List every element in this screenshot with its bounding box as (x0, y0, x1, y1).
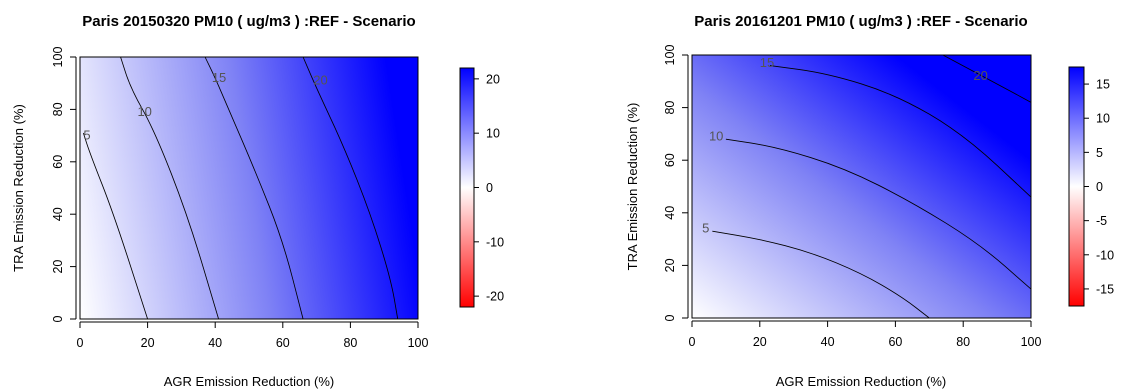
x-tick-label: 20 (141, 336, 155, 350)
x-axis-label: AGR Emission Reduction (%) (164, 374, 335, 389)
colorbar-scale (459, 67, 475, 308)
y-tick-label: 0 (51, 315, 65, 322)
contour-label-15: 15 (760, 55, 774, 70)
contour-line-10 (120, 56, 219, 320)
heatmap-field (80, 57, 418, 319)
contour-line-5 (82, 132, 149, 320)
colorbar: 15 10 5 0 -5 -10 -15 (1068, 66, 1114, 307)
colorbar-tick-label: 0 (1096, 180, 1103, 194)
x-tick-label: 40 (208, 336, 222, 350)
x-tick-label: 60 (276, 336, 290, 350)
colorbar-tick-label: -5 (1096, 214, 1107, 228)
x-tick-label: 100 (408, 336, 429, 350)
y-tick-label: 100 (663, 45, 677, 66)
y-tick-label: 20 (663, 258, 677, 272)
contour-label-15: 15 (212, 70, 226, 85)
y-tick-label: 80 (663, 101, 677, 115)
contour-line-15 (769, 65, 1032, 198)
contour-label-20: 20 (313, 73, 327, 88)
contour-line-20 (942, 54, 1032, 103)
colorbar-tick-label: 20 (486, 72, 500, 86)
x-axis: 0 20 40 60 80 100 (77, 321, 429, 350)
y-axis: 0 20 40 60 80 100 (51, 47, 77, 322)
colorbar-tick-label: 10 (1096, 112, 1110, 126)
y-tick-label: 100 (51, 47, 65, 68)
colorbar-tick-label: -15 (1096, 282, 1114, 296)
x-axis-label: AGR Emission Reduction (%) (776, 374, 947, 389)
x-tick-label: 80 (956, 335, 970, 349)
contour-label-5: 5 (702, 221, 709, 236)
x-tick-label: 80 (343, 336, 357, 350)
y-axis: 0 20 40 60 80 100 (663, 45, 689, 321)
heatmap-field (692, 55, 1031, 318)
plot-frame (79, 56, 419, 320)
colorbar-tick-label: 5 (1096, 146, 1103, 160)
colorbar-tick-label: -20 (486, 290, 504, 304)
y-tick-label: 60 (663, 153, 677, 167)
contour-label-10: 10 (709, 129, 723, 144)
contour-line-5 (712, 230, 930, 319)
y-tick-label: 40 (51, 207, 65, 221)
y-axis-label: TRA Emission Reduction (%) (625, 103, 640, 271)
x-tick-label: 40 (821, 335, 835, 349)
x-tick-label: 60 (888, 335, 902, 349)
chart-title: Paris 20161201 PM10 ( ug/m3 ) :REF - Sce… (694, 13, 1027, 30)
y-axis-label: TRA Emission Reduction (%) (11, 104, 26, 272)
colorbar-tick-label: 15 (1096, 78, 1110, 92)
contour-label-20: 20 (973, 68, 987, 83)
colorbar-tick-label: -10 (1096, 248, 1114, 262)
x-tick-label: 0 (689, 335, 696, 349)
colorbar-scale (1068, 66, 1085, 307)
contour-line-10 (725, 138, 1032, 290)
colorbar: 20 10 0 -10 -20 (459, 67, 504, 308)
y-tick-label: 60 (51, 155, 65, 169)
contour-label-10: 10 (137, 104, 151, 119)
chart-title: Paris 20150320 PM10 ( ug/m3 ) :REF - Sce… (82, 13, 415, 30)
colorbar-tick-label: 10 (486, 127, 500, 141)
plot-frame (691, 54, 1032, 319)
y-tick-label: 0 (663, 314, 677, 321)
x-tick-label: 20 (753, 335, 767, 349)
x-axis: 0 20 40 60 80 100 (689, 320, 1042, 349)
contour-label-5: 5 (83, 128, 90, 143)
contour-line-20 (302, 56, 399, 320)
x-tick-label: 100 (1021, 335, 1042, 349)
y-tick-label: 80 (51, 102, 65, 116)
y-tick-label: 20 (51, 260, 65, 274)
y-tick-label: 40 (663, 206, 677, 220)
x-tick-label: 0 (77, 336, 84, 350)
colorbar-tick-label: -10 (486, 235, 504, 249)
contour-line-15 (204, 56, 304, 320)
colorbar-tick-label: 0 (486, 181, 493, 195)
